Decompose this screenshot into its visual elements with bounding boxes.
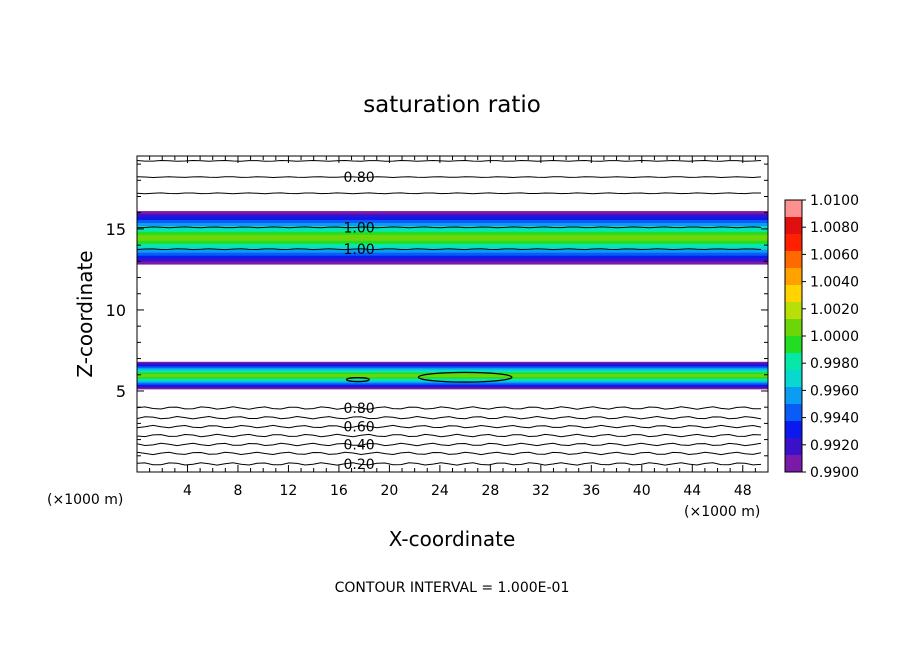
- x-tick-label: 44: [683, 483, 701, 499]
- filled-bands: [137, 211, 768, 390]
- colorbar-segment: [785, 421, 802, 438]
- contour-lines: 0.20 0.400.60 0.80 0.80 1.00 1.00: [137, 159, 762, 473]
- colorbar-segment: [785, 387, 802, 404]
- colorbar: 1.0100 1.0080 1.0060 1.0040 1.0020 1.0000 0.99…: [784, 193, 859, 481]
- colorbar-label: 1.0060: [810, 247, 859, 263]
- contour-label: 0.80: [344, 170, 375, 186]
- contour-label: 0.20: [344, 457, 375, 473]
- contour-line: [137, 442, 762, 447]
- colorbar-segment: [785, 268, 802, 285]
- colorbar-segment: [785, 353, 802, 370]
- chart-title: saturation ratio: [363, 92, 541, 118]
- y-tick-label: 5: [116, 382, 126, 401]
- closed-contour: [417, 371, 513, 383]
- contour-line: [137, 248, 762, 251]
- contour-line: [137, 433, 762, 438]
- contour-line: [137, 451, 762, 456]
- colorbar-segment: [785, 285, 802, 302]
- contour-line: [137, 226, 762, 229]
- colorbar-segment: [785, 404, 802, 421]
- colorbar-segment: [785, 336, 802, 353]
- contour-line: [137, 192, 761, 195]
- contour-label: 1.00: [344, 242, 375, 258]
- x-unit-right: (×1000 m): [684, 504, 760, 520]
- contour-label: 0.60: [344, 420, 375, 436]
- x-tick-label: 28: [481, 483, 499, 499]
- contour-label: 1.00: [344, 220, 375, 236]
- colorbar-label: 0.9920: [810, 438, 859, 454]
- x-tick-label: 8: [233, 483, 242, 499]
- band-0-level-8: [137, 234, 768, 241]
- x-tick-label: 40: [633, 483, 651, 499]
- colorbar-label: 0.9980: [810, 356, 859, 372]
- colorbar-segment: [785, 200, 802, 217]
- closed-contour: [345, 377, 370, 383]
- contour-line: [137, 159, 762, 162]
- contour-line: [137, 176, 762, 179]
- x-tick-labels: 4 8 12 16 20 24 28 32 36 40 44 48: [183, 483, 752, 499]
- colorbar-label: 1.0080: [810, 220, 859, 236]
- x-axis-label: X-coordinate: [389, 527, 516, 551]
- colorbar-label: 1.0000: [810, 329, 859, 345]
- y-axis-label: Z-coordinate: [73, 250, 97, 377]
- axis-ticks: [136, 156, 769, 473]
- contour-label: 0.40: [344, 437, 375, 453]
- x-tick-label: 20: [380, 483, 398, 499]
- x-tick-label: 36: [582, 483, 600, 499]
- colorbar-label: 0.9900: [810, 465, 859, 481]
- colorbar-segment: [785, 455, 802, 472]
- contour-label: 0.80: [344, 401, 375, 417]
- contour-line: [137, 462, 762, 466]
- x-unit-left: (×1000 m): [47, 492, 123, 508]
- x-tick-label: 12: [280, 483, 298, 499]
- colorbar-label: 1.0020: [810, 302, 859, 318]
- contour-line: [137, 424, 762, 429]
- colorbar-segment: [785, 251, 802, 268]
- x-tick-label: 48: [734, 483, 752, 499]
- y-tick-label: 10: [106, 301, 126, 320]
- colorbar-label: 0.9960: [810, 383, 859, 399]
- x-tick-label: 32: [532, 483, 550, 499]
- colorbar-segment: [785, 234, 802, 251]
- colorbar-segment: [785, 217, 802, 234]
- contour-line: [137, 415, 762, 420]
- plot-frame: [136, 155, 769, 473]
- y-tick-label: 15: [106, 220, 126, 239]
- colorbar-label: 1.0040: [810, 275, 859, 291]
- x-tick-label: 4: [183, 483, 192, 499]
- colorbar-segment: [785, 370, 802, 387]
- x-tick-label: 16: [330, 483, 348, 499]
- contour-line: [137, 406, 761, 410]
- x-tick-label: 24: [431, 483, 449, 499]
- colorbar-segment: [785, 302, 802, 319]
- colorbar-label: 0.9940: [810, 411, 859, 427]
- y-tick-labels: 5 10 15: [106, 220, 126, 401]
- colorbar-segment: [785, 319, 802, 336]
- contour-interval-footer: CONTOUR INTERVAL = 1.000E-01: [335, 580, 570, 596]
- colorbar-segment: [785, 438, 802, 455]
- band-1-level-8: [137, 374, 768, 378]
- colorbar-label: 1.0100: [810, 193, 859, 209]
